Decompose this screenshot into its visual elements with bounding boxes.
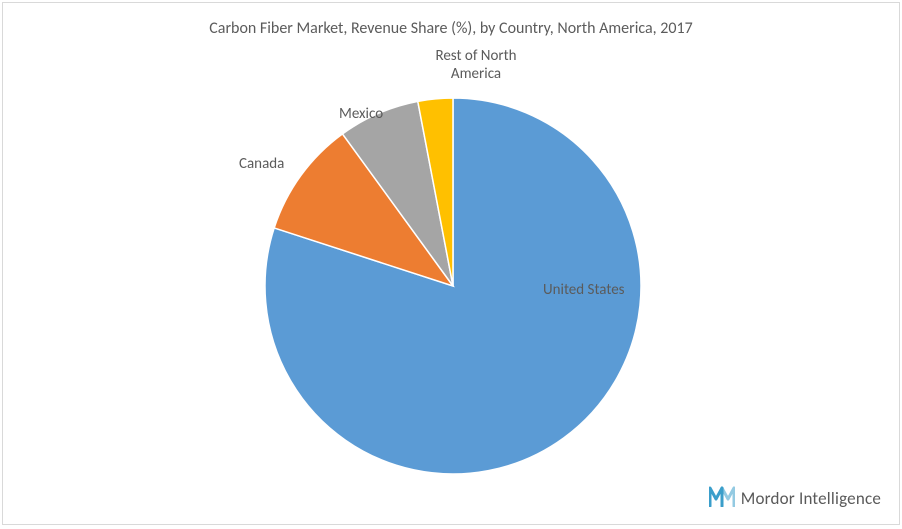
brand-text-b: Intelligence (795, 488, 881, 509)
slice-label-canada: Canada (239, 155, 284, 173)
chart-title: Carbon Fiber Market, Revenue Share (%), … (3, 19, 899, 38)
slice-label-rest: Rest of North America (421, 47, 531, 83)
chart-container: Carbon Fiber Market, Revenue Share (%), … (2, 2, 900, 525)
brand-logo: Mordor Intelligence (709, 485, 881, 512)
slice-label-rest-line1: Rest of North (435, 47, 516, 65)
slice-label-us: United States (543, 281, 625, 299)
m-icon (709, 485, 735, 512)
slice-label-mexico: Mexico (339, 105, 383, 123)
slice-label-rest-line2: America (451, 65, 501, 83)
brand-text-a: Mordor (741, 488, 795, 509)
brand-text: Mordor Intelligence (741, 488, 881, 509)
